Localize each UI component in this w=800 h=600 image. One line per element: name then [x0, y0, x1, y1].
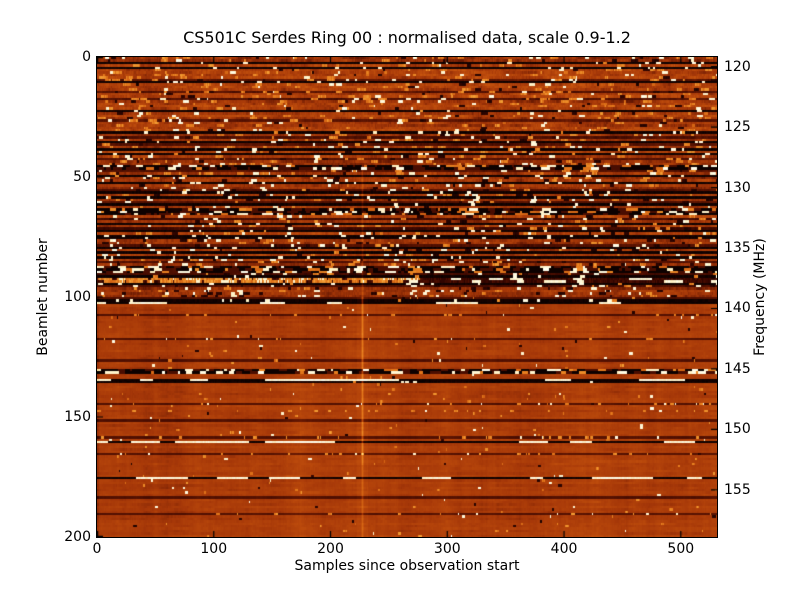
x-axis-label: Samples since observation start	[294, 558, 520, 574]
plot-title: CS501C Serdes Ring 00 : normalised data,…	[183, 28, 631, 47]
y-tick-label-right: 140	[724, 300, 751, 317]
y-tick-label-right: 145	[724, 360, 751, 377]
y-tick-label-left: 50	[73, 169, 91, 185]
y-tick-label-left: 150	[64, 409, 91, 425]
y-tick-label-right: 150	[724, 421, 751, 438]
x-tick-label: 0	[92, 541, 102, 557]
x-tick-label: 300	[433, 541, 461, 557]
y-axis-label-right: Frequency (MHz)	[752, 238, 768, 356]
y-tick-label-right: 120	[724, 58, 751, 75]
x-tick-label: 400	[550, 541, 578, 557]
plot-area	[96, 56, 718, 538]
x-tick-label: 500	[667, 541, 695, 557]
heatmap-canvas	[97, 57, 717, 537]
y-tick-label-right: 135	[724, 240, 751, 257]
y-tick-label-right: 130	[724, 179, 751, 196]
x-tick-label: 200	[317, 541, 344, 557]
x-tick-label: 100	[200, 541, 228, 557]
y-tick-label-left: 0	[82, 49, 91, 65]
y-tick-label-left: 200	[64, 529, 91, 545]
y-tick-label-right: 155	[724, 481, 751, 498]
y-tick-label-right: 125	[724, 119, 751, 136]
y-tick-label-left: 100	[64, 289, 91, 305]
